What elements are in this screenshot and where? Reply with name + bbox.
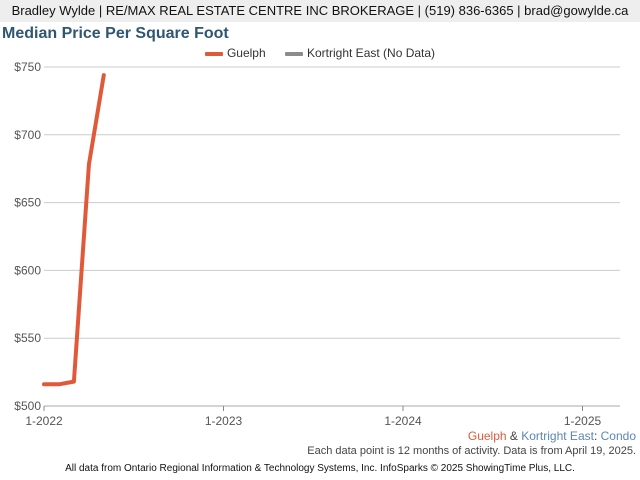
legend-item-guelph[interactable]: Guelph <box>204 45 266 61</box>
area-label-amp: & <box>506 429 522 443</box>
data-note: Each data point is 12 months of activity… <box>307 445 636 457</box>
area-label-guelph: Guelph <box>467 429 507 443</box>
y-tick-label: $500 <box>14 399 41 413</box>
area-label-type: Condo <box>600 429 636 443</box>
y-tick-label: $700 <box>14 128 41 142</box>
y-tick-label: $600 <box>14 263 41 277</box>
area-label-sep: : <box>593 429 601 443</box>
x-tick-label: 1-2024 <box>384 414 422 428</box>
chart-title: Median Price Per Square Foot <box>2 25 229 42</box>
y-tick-label: $750 <box>14 60 41 74</box>
x-tick-label: 1-2025 <box>564 414 602 428</box>
legend-label-kortright-east: Kortright East (No Data) <box>307 46 436 60</box>
area-label: Guelph & Kortright East: Condo <box>468 429 636 443</box>
contact-header: Bradley Wylde | RE/MAX REAL ESTATE CENTR… <box>0 0 640 22</box>
legend-label-guelph: Guelph <box>226 46 266 60</box>
series-line-guelph <box>42 73 106 387</box>
area-label-area: Kortright East <box>521 429 594 443</box>
x-tick-label: 1-2023 <box>205 414 243 428</box>
legend-swatch-guelph <box>204 51 223 56</box>
legend-item-kortright-east[interactable]: Kortright East (No Data) <box>285 45 435 61</box>
y-tick-label: $650 <box>14 196 41 210</box>
y-tick-label: $550 <box>14 331 41 345</box>
contact-line: Bradley Wylde | RE/MAX REAL ESTATE CENTR… <box>11 3 629 18</box>
footer-attribution: All data from Ontario Regional Informati… <box>65 463 575 474</box>
chart-legend: Guelph Kortright East (No Data) <box>0 45 640 61</box>
x-tick-label: 1-2022 <box>25 414 63 428</box>
legend-swatch-kortright-east <box>285 51 303 56</box>
